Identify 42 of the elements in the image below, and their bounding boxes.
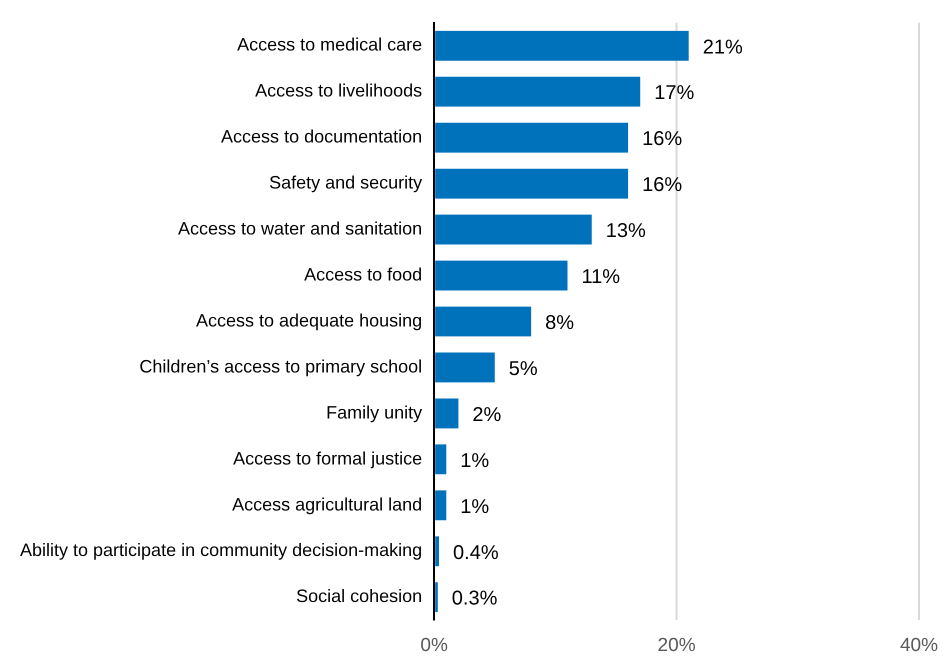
- y-tick-label: Access to documentation: [221, 126, 422, 147]
- bar: [435, 352, 495, 382]
- bar: [435, 30, 689, 61]
- data-label: 11%: [581, 266, 620, 288]
- data-label: 16%: [642, 128, 682, 150]
- data-label: 1%: [460, 450, 490, 472]
- y-tick-label: Access to formal justice: [233, 448, 422, 468]
- x-tick-label: 40%: [900, 634, 938, 656]
- bar: [435, 490, 446, 520]
- bar: [435, 536, 440, 566]
- data-label: 5%: [508, 358, 538, 380]
- bar: [435, 168, 628, 199]
- y-tick-label: Children’s access to primary school: [139, 356, 422, 376]
- y-tick-label: Family unity: [326, 402, 422, 422]
- data-label: 21%: [702, 36, 743, 58]
- bar: [435, 76, 640, 107]
- bar: [435, 398, 458, 428]
- bar: [435, 582, 438, 612]
- y-tick-label: Access to adequate housing: [196, 310, 422, 330]
- y-tick-label: Access to medical care: [237, 34, 422, 55]
- data-label: 2%: [472, 404, 502, 426]
- bar: [435, 214, 592, 245]
- data-label: 0.4%: [453, 542, 499, 564]
- y-tick-label: Access to water and sanitation: [178, 218, 422, 239]
- data-label: 17%: [654, 82, 694, 104]
- data-label: 1%: [460, 496, 490, 518]
- y-tick-label: Access agricultural land: [232, 494, 422, 514]
- y-tick-label: Access to food: [304, 264, 422, 285]
- data-label: 0.3%: [452, 588, 498, 610]
- y-tick-label: Safety and security: [269, 172, 422, 193]
- y-tick-label: Ability to participate in community decision-making: [20, 540, 422, 560]
- x-tick-label: 0%: [420, 634, 448, 656]
- y-tick-label: Social cohesion: [296, 586, 422, 606]
- data-label: 13%: [606, 220, 646, 242]
- y-tick-label: Access to livelihoods: [255, 80, 422, 101]
- x-tick-label: 20%: [658, 634, 696, 656]
- bar: [435, 260, 568, 290]
- data-label: 16%: [642, 174, 682, 196]
- bar: [435, 306, 532, 336]
- data-label: 8%: [545, 312, 574, 334]
- bar: [435, 444, 446, 474]
- bar: [435, 122, 628, 153]
